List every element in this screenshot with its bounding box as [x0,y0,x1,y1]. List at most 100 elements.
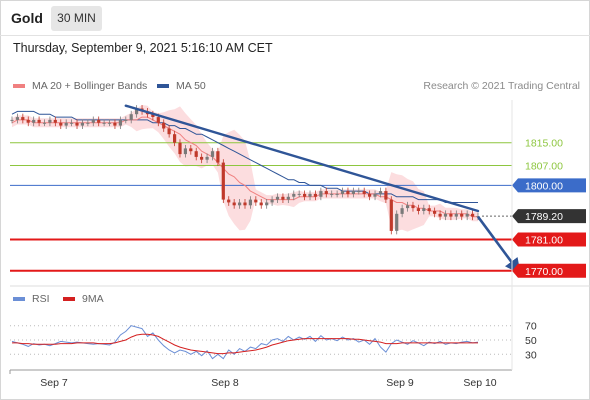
candle-body [86,122,90,124]
header-bar: Gold 30 MIN [0,0,590,36]
candle-body [449,213,453,217]
legend-rsi-ma-label: 9MA [82,293,104,305]
candle-body [384,191,388,200]
candle-body [308,193,312,197]
candle-body [427,208,431,211]
ma20-swatch [13,84,25,88]
timestamp-label: Thursday, September 9, 2021 5:16:10 AM C… [13,41,273,55]
candle-body [454,213,458,217]
credit-text: Research © 2021 Trading Central [423,80,580,92]
candle-body [286,196,290,200]
candle-body [200,156,204,160]
candle-body [42,122,47,124]
candle-body [238,202,242,206]
candle-body [80,122,84,126]
candle-body [433,211,437,214]
candle-body [53,119,57,123]
candle-body [351,191,355,194]
resistance-trendline [124,104,480,213]
candle-body [460,213,464,217]
level-label: 1807.00 [525,160,563,172]
ma50-line [11,110,478,203]
candle-body [438,213,442,217]
instrument-title: Gold [11,10,43,26]
candle-body [113,122,117,126]
candle-body [471,213,475,217]
candle-body [378,191,383,194]
candle-body [183,148,187,155]
candle-body [319,191,323,197]
candle-body [107,122,112,124]
candle-body [389,199,393,231]
candle-body [411,205,415,209]
candle-body [48,119,52,123]
price-tag-1770.00 [512,263,586,278]
candle-body [37,119,41,123]
price-tag-label: 1770.00 [525,266,563,278]
candle-body [297,193,301,195]
candle-body [443,213,448,217]
candle-body [15,117,19,120]
candle-body [476,216,480,218]
candle-body [254,199,258,203]
price-tag-label: 1781.00 [525,234,563,246]
candle-body [162,122,166,129]
candle-body [10,119,14,121]
candle-body [232,202,236,206]
candle-body [21,117,25,120]
ma20-line [11,116,478,218]
rsi-swatch [13,297,25,301]
price-tag-1781.00 [512,232,586,247]
candle-body [118,119,122,126]
candle-body [97,119,101,123]
price-tag-1789.20 [512,209,586,224]
x-tick-label: Sep 8 [211,377,239,389]
candle-body [406,205,410,209]
x-tick-label: Sep 9 [386,377,414,389]
candle-body [178,142,182,155]
candle-body [292,193,296,197]
rsi-ma-line [12,333,478,355]
rsi-tick-label: 70 [525,321,537,333]
rsi-ma-swatch [63,297,75,301]
legend-rsi-ma: 9MA [63,293,104,305]
price-tag-1800.00 [512,178,586,193]
candle-body [75,122,79,126]
candle-body [395,213,399,231]
candle-body [70,122,74,124]
bollinger-band [12,104,478,232]
candle-body [135,108,139,115]
rsi-tick-label: 50 [525,335,537,347]
candle-body [281,196,285,200]
candle-body [227,199,231,203]
candle-body [357,191,361,193]
timeframe-button[interactable]: 30 MIN [51,6,102,31]
candle-body [330,193,334,195]
candle-body [173,134,177,143]
price-tag-label: 1789.20 [525,211,563,223]
candle-body [335,193,339,195]
candle-body [102,122,106,124]
rsi-line [11,325,479,360]
price-tag-label: 1800.00 [525,180,563,192]
candle-body [216,151,220,163]
candle-body [189,148,193,152]
candle-body [64,122,68,126]
rsi-tick-label: 30 [525,349,537,361]
forecast-arrow [476,215,521,275]
candle-body [416,208,420,211]
candle-body [167,128,171,135]
candle-body [313,193,317,197]
x-tick-label: Sep 10 [463,377,496,389]
candle-body [265,202,269,206]
candle-body [194,151,198,157]
level-label: 1815.00 [525,138,563,150]
candle-body [259,202,263,206]
candle-body [368,193,372,197]
candle-body [324,191,328,194]
candle-body [340,191,345,194]
candle-body [373,193,377,197]
candle-body [151,114,155,117]
candle-body [270,199,274,203]
